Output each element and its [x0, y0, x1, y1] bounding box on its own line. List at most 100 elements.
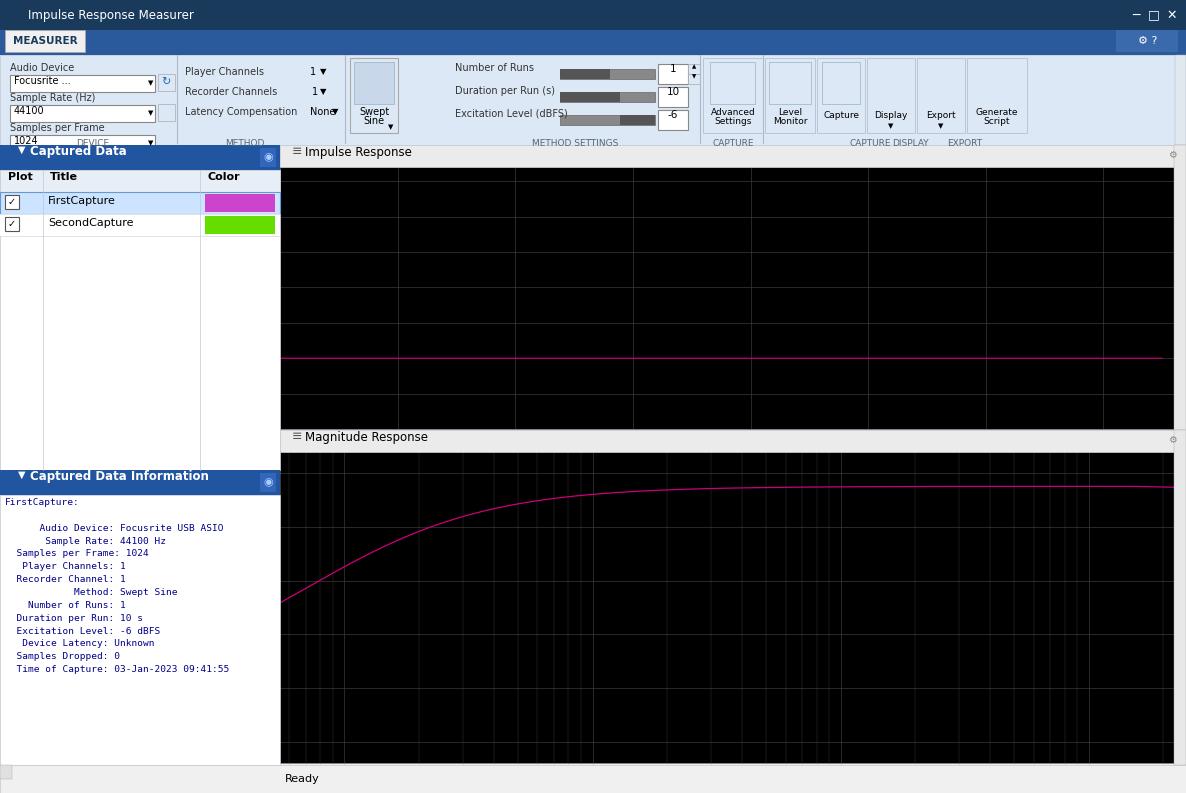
Bar [280, 430, 1186, 452]
Bar [769, 62, 811, 104]
Text: ▼: ▼ [332, 107, 338, 116]
Text: Focusrite ...: Focusrite ... [14, 76, 71, 86]
Bar [560, 92, 655, 102]
Text: Latency Compensation: Latency Compensation [185, 107, 298, 117]
Text: Generate: Generate [976, 108, 1019, 117]
Bar [1174, 145, 1186, 430]
Text: EXPORT: EXPORT [948, 139, 982, 148]
Bar [9, 135, 155, 152]
Bar [0, 470, 280, 495]
Text: Capture: Capture [823, 111, 859, 120]
Bar [658, 110, 688, 130]
Text: ▼: ▼ [18, 145, 26, 155]
Text: Impulse Response: Impulse Response [305, 146, 412, 159]
Bar [967, 58, 1027, 133]
Text: Sample Rate (Hz): Sample Rate (Hz) [9, 93, 95, 103]
Text: ▼: ▼ [938, 123, 944, 129]
Y-axis label: Amplitude: Amplitude [218, 267, 231, 328]
Bar [867, 58, 916, 133]
Text: Export: Export [926, 111, 956, 120]
Bar [0, 765, 1186, 793]
Bar [5, 195, 19, 209]
Bar [260, 473, 276, 492]
Bar [5, 30, 85, 52]
Bar [917, 58, 965, 133]
Bar [765, 58, 815, 133]
Text: CAPTURE: CAPTURE [713, 139, 754, 148]
Text: ▼: ▼ [148, 140, 153, 146]
Text: ▼: ▼ [320, 67, 326, 76]
Text: ⚙: ⚙ [1168, 435, 1177, 445]
Bar [1175, 55, 1186, 145]
Y-axis label: Magnitude (dB): Magnitude (dB) [229, 561, 242, 653]
Text: ≡: ≡ [292, 145, 302, 158]
Text: 10: 10 [667, 87, 680, 97]
Text: ▼: ▼ [888, 123, 894, 129]
Text: ▼: ▼ [18, 470, 26, 480]
Text: ↻: ↻ [161, 77, 171, 87]
Bar [0, 0, 1186, 30]
Text: ◉: ◉ [263, 152, 273, 162]
Text: 1: 1 [670, 64, 676, 74]
Text: FirstCapture:

      Audio Device: Focusrite USB ASIO
       Sample Rate: 44100 : FirstCapture: Audio Device: Focusrite US… [5, 498, 229, 674]
Bar [1163, 432, 1180, 448]
Text: METHOD: METHOD [225, 139, 264, 148]
Bar [350, 58, 398, 133]
Text: Level: Level [778, 108, 802, 117]
Bar [658, 64, 688, 84]
Text: ▼: ▼ [691, 74, 696, 79]
Text: ⚙ ?: ⚙ ? [1139, 36, 1158, 46]
Text: Recorder Channels: Recorder Channels [185, 87, 278, 97]
Text: ─: ─ [1133, 9, 1140, 21]
Text: None: None [310, 107, 336, 117]
Bar [0, 765, 12, 779]
Text: ⚙: ⚙ [1168, 150, 1177, 160]
Bar [0, 495, 280, 765]
Text: ▼: ▼ [388, 124, 394, 130]
Bar [1163, 147, 1180, 163]
Bar [0, 192, 280, 214]
Text: □: □ [1148, 9, 1160, 21]
Bar [658, 87, 688, 107]
Text: Captured Data Information: Captured Data Information [30, 470, 209, 483]
Bar [0, 55, 1186, 145]
Text: ✓: ✓ [8, 197, 17, 207]
Text: Duration per Run (s): Duration per Run (s) [455, 86, 555, 96]
Text: Samples per Frame: Samples per Frame [9, 123, 104, 133]
Bar [560, 92, 620, 102]
Bar [158, 74, 176, 91]
Text: Plot: Plot [8, 172, 33, 182]
Bar [1116, 30, 1178, 52]
Text: Monitor: Monitor [773, 117, 808, 126]
Text: Display: Display [874, 111, 907, 120]
Bar [817, 58, 865, 133]
Bar [0, 170, 280, 470]
Bar [560, 69, 655, 79]
Bar [353, 62, 394, 104]
Bar [560, 69, 610, 79]
Text: Player Channels: Player Channels [185, 67, 264, 77]
Text: MEASURER: MEASURER [13, 36, 77, 46]
Text: Excitation Level (dBFS): Excitation Level (dBFS) [455, 109, 568, 119]
Text: Color: Color [208, 172, 241, 182]
Bar [9, 105, 155, 122]
Text: ✓: ✓ [8, 219, 17, 229]
Text: Magnitude Response: Magnitude Response [305, 431, 428, 444]
Text: Sine: Sine [363, 116, 384, 126]
Text: METHOD SETTINGS: METHOD SETTINGS [531, 139, 618, 148]
Bar [5, 217, 19, 231]
Text: Swept: Swept [359, 107, 389, 117]
Text: Audio Device: Audio Device [9, 63, 75, 73]
Text: CAPTURE: CAPTURE [849, 139, 891, 148]
Bar [0, 30, 1186, 55]
Bar [205, 194, 275, 212]
Bar [280, 145, 1186, 167]
Text: Script: Script [983, 117, 1010, 126]
Bar [560, 115, 655, 125]
Text: Captured Data: Captured Data [30, 145, 127, 158]
Bar [0, 170, 280, 192]
Text: ✕: ✕ [1167, 9, 1178, 21]
Bar [0, 145, 280, 170]
Text: Advanced: Advanced [710, 108, 755, 117]
Bar [1174, 430, 1186, 765]
